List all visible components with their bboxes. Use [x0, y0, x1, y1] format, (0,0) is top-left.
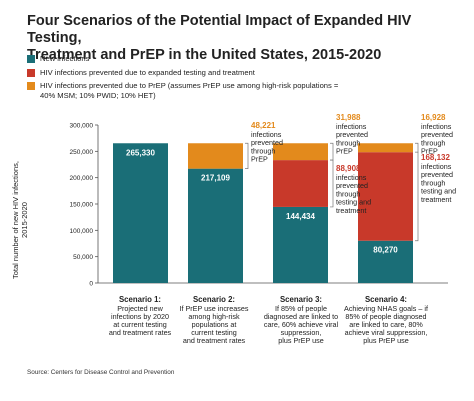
callout-text-line: prevented	[251, 138, 283, 147]
legend-label-prep: HIV infections prevented due to PrEP (as…	[40, 81, 339, 100]
callout-text-line: PrEP	[251, 155, 268, 164]
scenario-desc-line: If 85% of people	[275, 304, 327, 313]
scenario-desc-line: current testing	[191, 328, 237, 337]
bar-segment	[358, 240, 413, 283]
callout-text-line: PrEP	[421, 147, 438, 156]
chart-title: Four Scenarios of the Potential Impact o…	[27, 13, 467, 64]
scenario-desc-line: plus PrEP use	[278, 336, 323, 345]
source-note: Source: Centers for Disease Control and …	[27, 369, 175, 376]
title-line-1: Four Scenarios of the Potential Impact o…	[27, 13, 412, 46]
bar-segment	[273, 206, 328, 283]
callout-text-line: prevented	[336, 130, 368, 139]
y-tick-label: 0	[89, 281, 93, 288]
scenario-desc-line: at current testing	[113, 320, 167, 329]
callout-value: 16,928	[421, 113, 446, 122]
legend-item-testing-treatment: HIV infections prevented due to expanded…	[27, 68, 467, 78]
callout-value: 88,908	[336, 164, 361, 173]
callout-value: 31,988	[336, 113, 361, 122]
callout-text-line: treatment	[336, 206, 366, 215]
y-tick-label: 300,000	[70, 123, 94, 130]
legend: New infections HIV infections prevented …	[27, 54, 467, 104]
scenario-desc-line: suppression,	[281, 328, 322, 337]
bar-segment	[358, 143, 413, 153]
callout-bracket	[415, 151, 419, 242]
callout-bracket	[245, 142, 249, 170]
scenario-desc-line: If PrEP use increases	[180, 304, 249, 313]
bar-segment	[188, 168, 243, 283]
callout-text-line: through	[251, 146, 275, 155]
y-tick-label: 200,000	[70, 175, 94, 182]
callout-text-line: through	[421, 138, 445, 147]
scenario-desc-line: Achieving NHAS goals – if	[344, 304, 428, 313]
bar-segment	[273, 160, 328, 207]
legend-label-new-infections: New infections	[40, 54, 90, 63]
scenario-desc-line: and treatment rates	[109, 328, 172, 337]
callout-text-line: prevented	[421, 170, 453, 179]
callout-bracket	[330, 159, 334, 208]
scenario-desc-line: and treatment rates	[183, 336, 246, 345]
bar-segment	[188, 143, 243, 169]
scenario-desc-line: 85% of people diagnosed	[345, 312, 426, 321]
bar-segment	[358, 152, 413, 241]
bar-value-label: 217,109	[201, 174, 230, 183]
scenario-title: Scenario 3:	[280, 295, 322, 304]
scenario-title: Scenario 1:	[119, 295, 161, 304]
bar-segment	[273, 143, 328, 161]
scenario-desc-line: plus PrEP use	[363, 336, 408, 345]
legend-label-testing-treatment: HIV infections prevented due to expanded…	[40, 67, 255, 77]
y-tick-label: 50,000	[73, 254, 93, 261]
callout-value: 168,132	[421, 153, 450, 162]
callout-text-line: treatment	[421, 195, 451, 204]
legend-swatch-new-infections	[27, 55, 35, 63]
callout-text-line: testing and	[336, 198, 371, 207]
scenario-desc-line: populations at	[192, 320, 237, 329]
bar-value-label: 144,434	[286, 212, 315, 221]
legend-swatch-prep	[27, 82, 35, 90]
callout-bracket	[330, 142, 334, 161]
bar-value-label: 80,270	[373, 246, 398, 255]
title-line-2: Treatment and PrEP in the United States,…	[27, 47, 382, 63]
callout-bracket	[415, 142, 419, 153]
y-tick-label: 250,000	[70, 149, 94, 156]
legend-item-new-infections: New infections	[27, 54, 467, 64]
callout-text-line: prevented	[336, 181, 368, 190]
scenario-desc-line: care, 60% achieve viral	[264, 320, 339, 329]
scenario-desc-line: are linked to care, 80%	[349, 320, 423, 329]
legend-item-prep: HIV infections prevented due to PrEP (as…	[27, 81, 340, 100]
callout-text-line: prevented	[421, 130, 453, 139]
scenario-desc-line: infections by 2020	[111, 312, 169, 321]
scenario-desc-line: achieve viral suppression,	[345, 328, 428, 337]
scenario-desc-line: Projected new	[117, 304, 163, 313]
callout-text-line: through	[421, 178, 445, 187]
callout-text-line: infections	[336, 173, 367, 182]
bar-segment	[113, 143, 168, 283]
scenario-title: Scenario 2:	[193, 295, 235, 304]
scenario-desc-line: among high-risk	[188, 312, 240, 321]
callout-text-line: infections	[421, 122, 452, 131]
y-tick-label: 100,000	[70, 228, 94, 235]
legend-swatch-testing-treatment	[27, 68, 35, 77]
callout-text-line: PrEP	[336, 147, 353, 156]
scenario-title: Scenario 4:	[365, 295, 407, 304]
callout-text-line: through	[336, 138, 360, 147]
callout-text-line: infections	[251, 130, 282, 139]
bar-value-label: 265,330	[126, 148, 155, 157]
callout-text-line: through	[336, 189, 360, 198]
callout-text-line: testing and	[421, 187, 456, 196]
callout-text-line: infections	[336, 122, 367, 131]
callout-text-line: infections	[421, 162, 452, 171]
y-tick-label: 150,000	[70, 202, 94, 209]
scenario-desc-line: diagnosed are linked to	[264, 312, 338, 321]
callout-value: 48,221	[251, 121, 276, 130]
